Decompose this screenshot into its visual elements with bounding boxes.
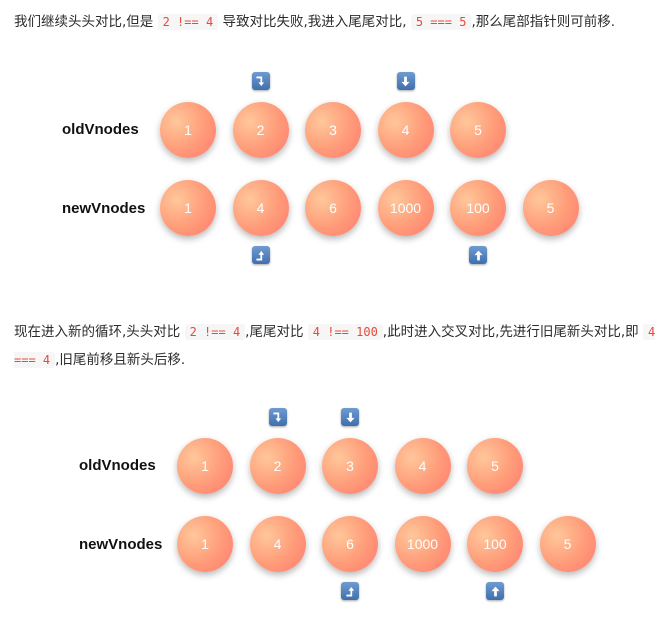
vnode-circle: 5 [522, 180, 579, 236]
vnode-circle: 1 [177, 516, 233, 572]
arrow-down-icon [396, 72, 415, 90]
vnode-circle: 3 [305, 102, 361, 158]
arrow-turn-down-icon [251, 72, 270, 90]
new-vnodes-label: newVnodes [62, 200, 146, 217]
paragraph-1-text-c: ,那么尾部指针则可前移. [471, 14, 616, 30]
vnode-circle: 4 [249, 516, 306, 572]
vnode-circle: 100 [450, 180, 506, 236]
paragraph-1: 我们继续头头对比,但是 2 !== 4 导致对比失败,我进入尾尾对比, 5 ==… [14, 8, 664, 36]
paragraph-1-text-b: 导致对比失败,我进入尾尾对比, [222, 14, 407, 30]
paragraph-1-text-a: 我们继续头头对比,但是 [14, 14, 154, 30]
vnode-circle: 4 [377, 102, 434, 158]
vnode-circle: 4 [232, 180, 289, 236]
paragraph-2-text-c: ,此时进入交叉对比,先进行旧尾新头对比,即 [382, 324, 639, 340]
paragraph-2-text-a: 现在进入新的循环,头头对比 [14, 324, 181, 340]
vnode-circle: 2 [232, 102, 289, 158]
arrow-up-icon [486, 582, 504, 600]
paragraph-2-text-b: ,尾尾对比 [245, 324, 304, 340]
arrow-turn-down-icon [268, 408, 287, 426]
paragraph-2: 现在进入新的循环,头头对比 2 !== 4 ,尾尾对比 4 !== 100 ,此时进… [14, 318, 664, 374]
vnode-circle: 4 [394, 438, 451, 494]
vnode-circle: 1 [160, 180, 216, 236]
arrow-down-icon [341, 408, 359, 426]
inline-code: 5 === 5 [410, 14, 472, 30]
old-vnodes-label: oldVnodes [79, 457, 156, 474]
new-vnodes-label: newVnodes [79, 536, 163, 553]
diagram-2: oldVnodes newVnodes 1 2 3 4 5 1 4 6 1000 100 5 [0, 406, 671, 606]
paragraph-2-text-d: ,旧尾前移且新头后移. [55, 352, 186, 368]
inline-code: 2 !== 4 [157, 14, 219, 30]
vnode-circle: 1 [160, 102, 216, 158]
vnode-circle: 6 [305, 180, 361, 236]
inline-code: 2 !== 4 [184, 324, 246, 340]
vnode-circle: 100 [467, 516, 523, 572]
arrow-turn-up-icon [341, 582, 359, 600]
vnode-circle: 6 [322, 516, 378, 572]
arrow-turn-up-icon [251, 246, 270, 264]
diagram-1: oldVnodes newVnodes 1 2 3 4 5 1 4 6 1000 100 5 [0, 70, 671, 270]
arrow-up-icon [469, 246, 487, 264]
vnode-circle: 1 [177, 438, 233, 494]
vnode-circle: 5 [539, 516, 596, 572]
vnode-circle: 2 [249, 438, 306, 494]
inline-code: 4 !== 100 [307, 324, 383, 340]
vnode-circle: 3 [322, 438, 378, 494]
vnode-circle: 1000 [377, 180, 434, 236]
old-vnodes-label: oldVnodes [62, 121, 139, 138]
vnode-circle: 5 [467, 438, 523, 494]
vnode-circle: 5 [450, 102, 506, 158]
vnode-circle: 1000 [394, 516, 451, 572]
